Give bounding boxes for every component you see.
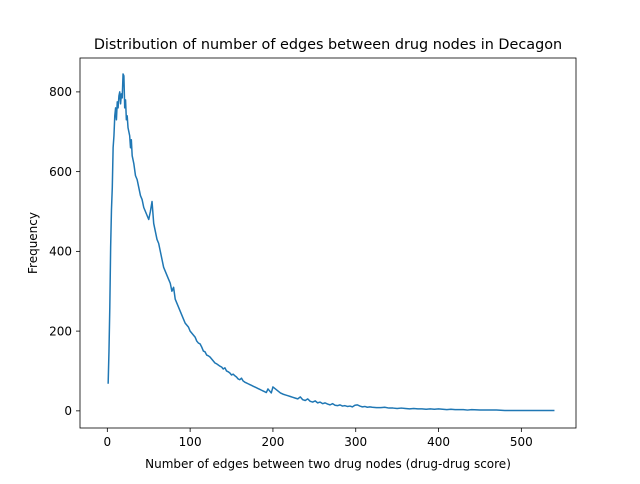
plot-area	[107, 73, 555, 412]
y-axis-label: Frequency	[26, 212, 40, 274]
y-tick-label: 0	[64, 404, 72, 418]
y-tick-label: 200	[49, 324, 72, 338]
chart-title: Distribution of number of edges between …	[94, 37, 562, 53]
y-tick-label: 600	[49, 165, 72, 179]
axes-frame	[79, 57, 577, 429]
y-tick-label: 400	[49, 245, 72, 259]
x-tick-label: 200	[261, 435, 284, 449]
y-tick-label: 800	[49, 85, 72, 99]
x-tick-label: 400	[427, 435, 450, 449]
x-axis-label: Number of edges between two drug nodes (…	[145, 457, 511, 471]
y-axis-ticks: 0 200 400 600 800	[49, 85, 80, 418]
x-tick-label: 300	[344, 435, 367, 449]
x-tick-label: 100	[179, 435, 202, 449]
x-tick-label: 500	[510, 435, 533, 449]
x-tick-label: 0	[104, 435, 112, 449]
x-axis-ticks: 0 100 200 300 400 500	[104, 428, 533, 449]
series-line-1	[107, 73, 555, 412]
